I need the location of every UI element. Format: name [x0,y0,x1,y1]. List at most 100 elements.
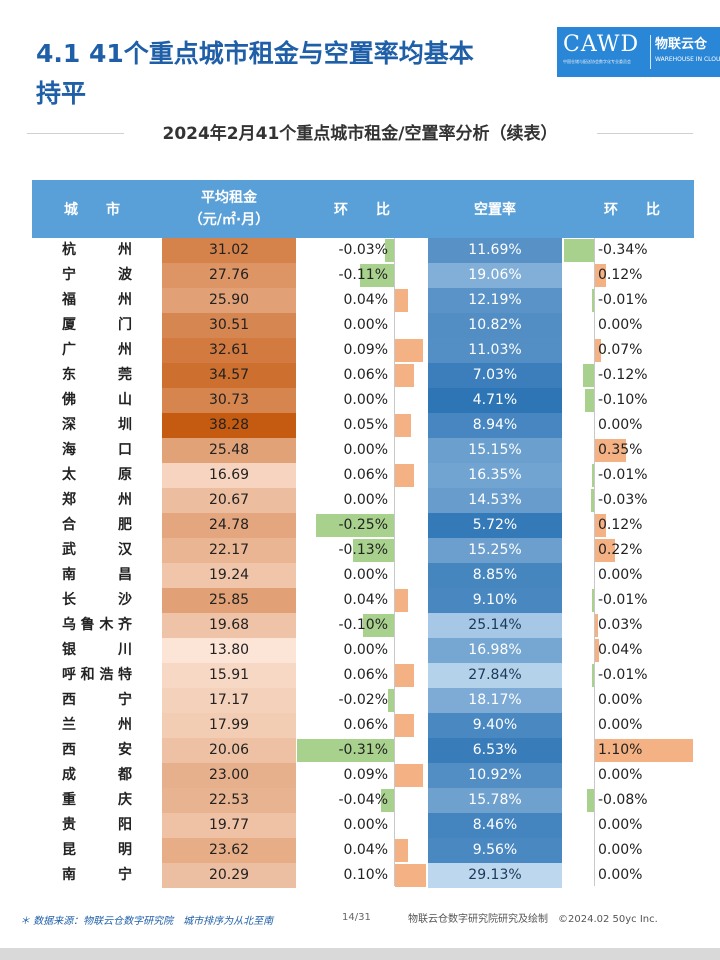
table-row: 合肥 24.78 -0.25% 5.72% 0.12% [0,513,720,538]
rent-change-value: 0.00% [343,817,388,833]
vacancy-change-bar [595,264,606,287]
rent-change-value: -0.11% [338,267,388,283]
vacancy-change-value: 0.00% [598,717,643,733]
vacancy-change-value: 0.00% [598,692,643,708]
city-name: 南宁 [62,867,132,883]
vacancy-value: 10.92% [428,763,562,788]
rent-value: 27.76 [162,263,296,288]
rent-change-value: 0.00% [343,492,388,508]
vacancy-change-value: 0.00% [598,767,643,783]
vacancy-change-bar [595,514,606,537]
vacancy-change-value: 0.00% [598,867,643,883]
vacancy-change-bar [595,739,693,762]
vacancy-value: 15.78% [428,788,562,813]
vacancy-change-axis [594,238,595,886]
vacancy-change-bar [595,339,602,362]
table-row: 南宁 20.29 0.10% 29.13% 0.00% [0,863,720,888]
vacancy-change-value: -0.12% [598,367,648,383]
vacancy-value: 5.72% [428,513,562,538]
rent-change-value: 0.05% [343,417,388,433]
rent-value: 22.17 [162,538,296,563]
logo-en: WAREHOUSE IN CLOUD [655,56,720,63]
vacancy-value: 8.94% [428,413,562,438]
city-name: 海口 [62,442,132,458]
city-name: 南昌 [62,567,132,583]
rent-change-bar [362,614,394,637]
city-name: 西宁 [62,692,132,708]
vacancy-change-value: -0.01% [598,292,648,308]
table-row: 太原 16.69 0.06% 16.35% -0.01% [0,463,720,488]
vacancy-change-bar [592,589,594,612]
vacancy-change-value: 0.04% [598,642,643,658]
vacancy-value: 16.35% [428,463,562,488]
vacancy-change-bar [592,464,594,487]
vacancy-change-bar [563,239,594,262]
header-rent: 平均租金 （元/㎡·月） [188,190,270,228]
rent-change-value: 0.04% [343,842,388,858]
vacancy-value: 12.19% [428,288,562,313]
table-row: 南昌 19.24 0.00% 8.85% 0.00% [0,563,720,588]
city-name: 成都 [62,767,132,783]
vacancy-change-bar [595,539,615,562]
rent-change-bar [395,864,427,887]
city-name: 宁波 [62,267,132,283]
vacancy-change-value: 0.12% [598,267,643,283]
table-row: 郑州 20.67 0.00% 14.53% -0.03% [0,488,720,513]
vacancy-value: 6.53% [428,738,562,763]
rent-value: 16.69 [162,463,296,488]
table-row: 福州 25.90 0.04% 12.19% -0.01% [0,288,720,313]
vacancy-value: 9.40% [428,713,562,738]
vacancy-value: 9.56% [428,838,562,863]
vacancy-value: 8.46% [428,813,562,838]
rent-value: 17.99 [162,713,296,738]
vacancy-change-bar [595,639,599,662]
city-name: 太原 [62,467,132,483]
city-name: 昆明 [62,842,132,858]
vacancy-value: 11.03% [428,338,562,363]
vacancy-value: 27.84% [428,663,562,688]
rent-value: 22.53 [162,788,296,813]
rent-change-value: -0.04% [338,792,388,808]
vacancy-change-value: 0.00% [598,317,643,333]
table-row: 海口 25.48 0.00% 15.15% 0.35% [0,438,720,463]
rent-change-bar [384,239,394,262]
vacancy-change-value: 0.07% [598,342,643,358]
vacancy-change-value: -0.01% [598,467,648,483]
vacancy-change-value: 0.22% [598,542,643,558]
logo-subtext: 中国仓储与配送协会数字化专业委员会 [563,59,631,64]
vacancy-change-bar [592,289,594,312]
city-name: 福州 [62,292,132,308]
rent-change-bar [395,464,414,487]
rent-change-bar [315,514,394,537]
rent-value: 30.73 [162,388,296,413]
vacancy-value: 25.14% [428,613,562,638]
table-row: 杭州 31.02 -0.03% 11.69% -0.34% [0,238,720,263]
table-row: 宁波 27.76 -0.11% 19.06% 0.12% [0,263,720,288]
rent-change-bar [381,789,394,812]
vacancy-value: 10.82% [428,313,562,338]
city-name: 东莞 [62,367,132,383]
rent-change-value: 0.04% [343,292,388,308]
rent-value: 17.17 [162,688,296,713]
credit-line: 物联云仓数字研究院研究及绘制 ©2024.02 50yc Inc. [408,914,658,925]
rent-change-axis [394,238,395,886]
city-name: 杭州 [62,242,132,258]
rent-change-value: 0.10% [343,867,388,883]
rent-value: 25.90 [162,288,296,313]
city-name: 西安 [62,742,132,758]
vacancy-value: 8.85% [428,563,562,588]
rent-change-value: 0.00% [343,392,388,408]
city-name: 乌鲁木齐 [62,617,132,633]
table-row: 成都 23.00 0.09% 10.92% 0.00% [0,763,720,788]
table-row: 厦门 30.51 0.00% 10.82% 0.00% [0,313,720,338]
vacancy-change-value: -0.10% [598,392,648,408]
rent-change-bar [359,264,394,287]
vacancy-change-bar [585,389,594,412]
city-name: 兰州 [62,717,132,733]
cawd-logo: CAWD 中国仓储与配送协会数字化专业委员会 物联云仓 WAREHOUSE IN… [557,27,720,77]
rent-change-value: 0.06% [343,467,388,483]
rent-change-bar [395,714,414,737]
rent-value: 31.02 [162,238,296,263]
table-row: 重庆 22.53 -0.04% 15.78% -0.08% [0,788,720,813]
rent-value: 25.85 [162,588,296,613]
